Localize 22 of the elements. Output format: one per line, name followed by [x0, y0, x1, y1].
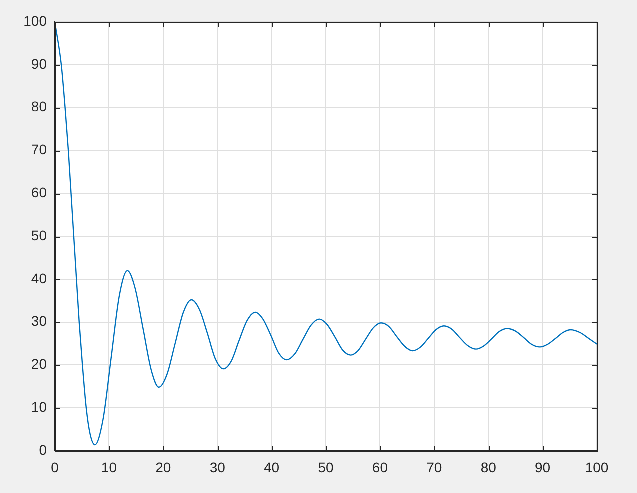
y-tick-label: 10 [31, 398, 48, 415]
y-tick-label: 30 [31, 313, 48, 330]
y-tick-label: 0 [39, 442, 48, 458]
y-tick-label: 40 [31, 270, 48, 286]
x-tick-label: 70 [426, 459, 442, 476]
y-tick-label: 50 [31, 227, 48, 244]
x-tick-label: 60 [372, 459, 388, 476]
x-tick-label: 40 [264, 459, 280, 476]
y-tick-label: 80 [31, 98, 48, 115]
x-tick-label: 10 [101, 459, 118, 476]
x-tick-label: 20 [156, 459, 172, 476]
y-tick-label: 70 [31, 142, 48, 158]
x-tick-label: 30 [210, 459, 226, 476]
x-tick-label: 0 [51, 459, 60, 476]
x-tick-label: 80 [480, 459, 497, 476]
y-tick-label: 20 [31, 356, 48, 372]
y-tick-label: 100 [24, 12, 48, 29]
x-tick-label: 50 [318, 459, 334, 476]
y-tick-label: 90 [31, 56, 48, 72]
y-tick-label: 60 [31, 184, 48, 200]
x-tick-label: 100 [585, 459, 609, 476]
x-tick-label: 90 [535, 459, 551, 476]
